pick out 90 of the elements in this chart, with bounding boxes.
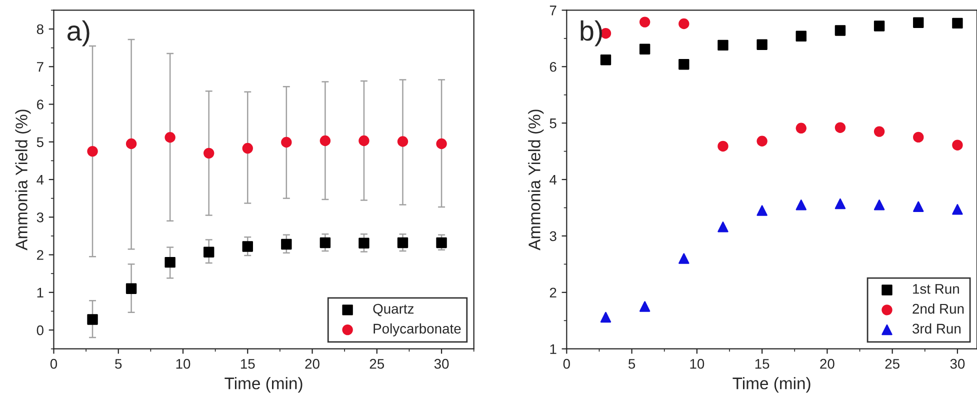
point [678, 18, 690, 30]
y-tick-label: 4 [550, 174, 557, 185]
point [600, 54, 612, 66]
x-tick-label: 30 [950, 358, 965, 369]
point [204, 246, 214, 258]
y-tick-label: 2 [550, 288, 556, 298]
point [358, 238, 370, 248]
x-tick-label: 5 [628, 359, 636, 369]
point [436, 138, 447, 150]
x-tick-label: 20 [305, 358, 320, 369]
x-tick-label: 15 [240, 359, 255, 369]
x-tick-label: 25 [370, 358, 384, 369]
point [718, 222, 728, 232]
point [281, 136, 292, 148]
legend-label: Polycarbonate [374, 323, 461, 336]
point [397, 136, 408, 147]
legend-label: Quartz [373, 304, 414, 316]
x-tick-label: 20 [820, 358, 834, 369]
point [718, 40, 728, 51]
point [242, 241, 253, 252]
point [204, 148, 214, 159]
x-tick-label: 25 [885, 358, 900, 369]
point [87, 146, 98, 157]
point [874, 126, 885, 137]
point [952, 204, 963, 215]
point [796, 122, 806, 134]
annotation: b) [580, 20, 602, 46]
y-tick-label: 8 [36, 24, 44, 34]
point [358, 135, 370, 146]
point [126, 283, 137, 294]
legend-label: 1st Run [913, 284, 959, 294]
y-tick-label: 6 [550, 62, 556, 72]
y-tick-label: 7 [550, 6, 556, 16]
point [639, 301, 650, 312]
point [913, 17, 924, 28]
y-tick-label: 3 [36, 212, 44, 222]
point [126, 138, 137, 150]
point [678, 253, 690, 264]
point [756, 136, 768, 146]
y-tick-label: 1 [550, 344, 556, 354]
point [796, 200, 806, 210]
x-axis-title: Time (min) [224, 377, 302, 393]
y-tick-label: 5 [550, 118, 556, 128]
point [834, 122, 846, 133]
annotation: a) [68, 20, 90, 46]
point [834, 198, 846, 210]
point [874, 200, 885, 210]
y-tick-label: 6 [36, 100, 44, 110]
x-axis-title: Time (min) [732, 377, 810, 393]
x-tick-label: 15 [755, 359, 770, 369]
y-axis-title: Ammonia Yield (%) [528, 110, 544, 250]
x-tick-label: 30 [434, 358, 449, 369]
x-tick-label: 5 [115, 359, 122, 369]
point [913, 201, 924, 212]
point [436, 237, 447, 248]
point [320, 237, 331, 248]
point [756, 205, 768, 216]
x-tick-label: 10 [176, 358, 190, 369]
point [600, 312, 612, 323]
point [952, 18, 963, 29]
y-tick-label: 0 [36, 325, 44, 336]
x-tick-label: 10 [690, 358, 704, 369]
y-tick-label: 2 [36, 250, 44, 260]
point [164, 132, 176, 143]
point [281, 238, 292, 250]
point [242, 142, 253, 154]
point [874, 20, 885, 32]
point [834, 25, 846, 36]
point [796, 30, 806, 42]
x-tick-label: 0 [50, 358, 58, 369]
x-tick-label: 0 [563, 358, 570, 369]
point [952, 140, 963, 150]
legend-label: 2nd Run [912, 304, 964, 314]
y-tick-label: 7 [37, 62, 44, 72]
point [87, 314, 98, 325]
y-tick-label: 4 [36, 174, 44, 185]
point [913, 132, 924, 143]
y-axis-title: Ammonia Yield (%) [15, 110, 31, 250]
point [756, 39, 768, 50]
y-tick-label: 3 [550, 231, 556, 242]
legend-label: 3rd Run [912, 323, 961, 334]
point [678, 59, 690, 70]
y-tick-label: 1 [37, 288, 44, 298]
point [164, 256, 176, 268]
point [397, 237, 408, 248]
y-tick-label: 5 [36, 137, 44, 148]
point [718, 140, 728, 152]
point [639, 16, 650, 28]
point [320, 135, 331, 146]
point [639, 44, 650, 54]
